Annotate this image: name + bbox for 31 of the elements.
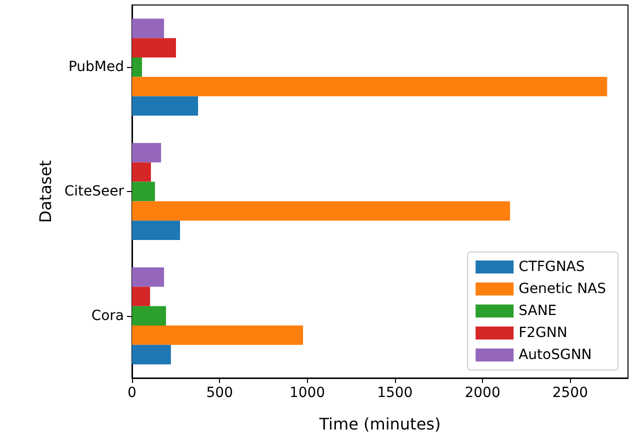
bar [132, 267, 164, 287]
bar [132, 201, 510, 221]
legend-label: CTFGNAS [518, 259, 585, 275]
y-tick-label: Cora [91, 308, 124, 324]
y-tick-label: PubMed [68, 59, 124, 76]
x-axis-title: Time (minutes) [318, 414, 441, 434]
bar [132, 38, 176, 58]
y-axis-title: Dataset [36, 160, 55, 223]
x-tick-label: 2500 [552, 385, 588, 401]
x-tick-label: 2000 [464, 385, 500, 401]
bar [132, 96, 198, 116]
legend-label: AutoSGNN [518, 347, 592, 363]
legend-label: SANE [518, 303, 557, 319]
legend-label: Genetic NAS [518, 281, 606, 297]
bar [132, 162, 151, 182]
bar [132, 76, 608, 96]
x-tick-label: 1500 [377, 385, 413, 401]
x-tick-label: 1000 [289, 385, 326, 401]
bar [132, 220, 180, 240]
bar [132, 306, 166, 326]
bar [132, 18, 164, 38]
legend-label: F2GNN [518, 325, 568, 341]
x-tick-label: 0 [128, 385, 136, 401]
bar [132, 143, 162, 162]
bar [132, 344, 171, 364]
bar [132, 326, 304, 345]
x-tick-label: 500 [206, 385, 233, 401]
y-tick-label: CiteSeer [64, 184, 124, 200]
bar [132, 286, 150, 306]
bar [132, 182, 155, 202]
bar [132, 57, 142, 77]
